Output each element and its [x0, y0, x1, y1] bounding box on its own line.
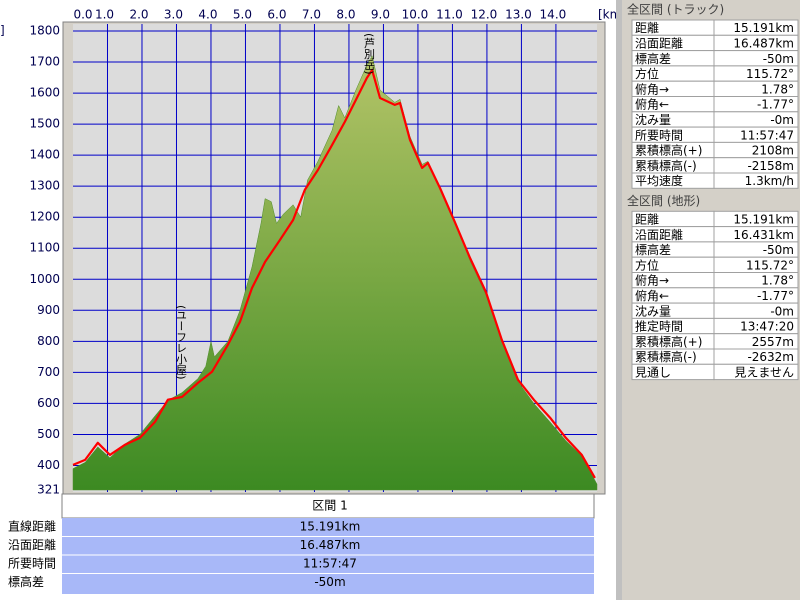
y-tick-label: 500 [37, 427, 60, 441]
x-tick-label: 12.0 [471, 8, 498, 22]
y-tick-label: 321 [37, 483, 60, 497]
x-tick-label: 2.0 [129, 8, 148, 22]
panel-value: 16.431km [733, 228, 794, 242]
panel-label: 沿面距離 [635, 36, 683, 50]
y-tick-label: 1700 [29, 55, 60, 69]
y-tick-label: 700 [37, 365, 60, 379]
row-value: -50m [314, 575, 345, 589]
x-tick-label: 8.0 [336, 8, 355, 22]
panel-label: 沈み量 [635, 303, 671, 318]
row-value: 16.487km [300, 538, 361, 552]
panel-value: -1.77° [757, 289, 794, 303]
panel-title: 全区間 (地形) [627, 193, 700, 208]
x-tick-label: 1.0 [95, 8, 114, 22]
x-tick-label: 13.0 [505, 8, 532, 22]
annotation: (芦別岳) [363, 33, 376, 75]
y-tick-label: 1600 [29, 86, 60, 100]
panel-label: 方位 [635, 257, 659, 272]
panel-label: 推定時間 [635, 319, 683, 334]
panel-label: 平均速度 [635, 173, 683, 188]
panel-value: 1.3km/h [745, 174, 794, 188]
panel-label: 所要時間 [635, 128, 683, 142]
x-tick-label: 0.0 [73, 8, 92, 22]
y-tick-label: 1200 [29, 210, 60, 224]
panel-label: 累積標高(-) [635, 158, 697, 173]
row-label: 直線距離 [8, 519, 56, 534]
x-tick-label: 5.0 [233, 8, 252, 22]
panel-value: 1.78° [761, 82, 794, 96]
cell [713, 172, 799, 189]
panel-label: 俯角← [635, 288, 669, 303]
row-label: 標高差 [8, 574, 44, 589]
y-tick-label: 400 [37, 458, 60, 472]
x-tick-label: 3.0 [164, 8, 183, 22]
table-body-bg [62, 518, 594, 594]
panel-label: 標高差 [635, 242, 671, 257]
y-tick-label: 600 [37, 396, 60, 410]
x-tick-label: 4.0 [198, 8, 217, 22]
table-header[interactable]: 区間 1 [312, 499, 347, 513]
panel-label: 距離 [635, 21, 659, 35]
x-tick-label: 6.0 [267, 8, 286, 22]
panel-label: 見通し [635, 365, 671, 379]
panel-value: -1.77° [757, 98, 794, 112]
panel-value: 16.487km [733, 36, 794, 50]
row-label: 所要時間 [8, 557, 56, 571]
summary-panels: 全区間 (トラック) 距離 15.191km 沿面距離 16.487km 標高差 -50m 方… [627, 2, 799, 381]
panel-label: 累積標高(-) [635, 349, 697, 364]
y-tick-label: 1800 [29, 24, 60, 38]
panel-value: -50m [763, 52, 794, 66]
panel-label: 標高差 [635, 51, 671, 66]
clipped-label: ] [0, 24, 5, 38]
panel-value: 11:57:47 [740, 128, 794, 142]
y-tick-label: 1400 [29, 148, 60, 162]
x-tick-label: 14.0 [540, 8, 567, 22]
table-header-bg [61, 493, 595, 519]
panel-value: 1.78° [761, 274, 794, 288]
panel-value: 115.72° [746, 67, 794, 81]
panel-label: 俯角← [635, 97, 669, 112]
panel-value: -2632m [747, 350, 794, 364]
panel-label: 俯角→ [635, 273, 669, 288]
y-tick-label: 1300 [29, 179, 60, 193]
panel-value: -0m [770, 113, 794, 127]
splitter[interactable] [616, 0, 622, 600]
panel-label: 累積標高(+) [635, 334, 702, 349]
panel-label: 距離 [635, 212, 659, 226]
row-label: 沿面距離 [8, 538, 56, 552]
panel-value: 見えません [734, 365, 794, 379]
x-tick-label: 10.0 [402, 8, 429, 22]
row-value: 15.191km [300, 520, 361, 534]
panel-value: 2557m [752, 335, 794, 349]
cell [713, 363, 799, 381]
x-tick-label: 7.0 [302, 8, 321, 22]
panel-value: 115.72° [746, 258, 794, 272]
y-tick-label: 1000 [29, 272, 60, 286]
y-tick-label: 800 [37, 334, 60, 348]
y-tick-label: 900 [37, 303, 60, 317]
panel-label: 沿面距離 [635, 228, 683, 242]
panel-label: 方位 [635, 66, 659, 81]
panel-label: 俯角→ [635, 81, 669, 96]
panel-value: -0m [770, 304, 794, 318]
marks [72, 55, 598, 491]
section-table: 区間 1 直線距離 15.191km 沿面距離 16.487km 所要時間 11:57:47… [8, 493, 595, 594]
panel-value: 15.191km [733, 21, 794, 35]
panel-value: 15.191km [733, 212, 794, 226]
x-tick-label: 11.0 [436, 8, 463, 22]
x-tick-label: 9.0 [371, 8, 390, 22]
panel-value: 13:47:20 [740, 320, 794, 334]
y-tick-label: 1100 [29, 241, 60, 255]
panel-title: 全区間 (トラック) [627, 2, 724, 17]
panel-value: 2108m [752, 144, 794, 158]
y-tick-label: 1500 [29, 117, 60, 131]
panel-label: 累積標高(+) [635, 143, 702, 158]
panel-value: -2158m [747, 159, 794, 173]
track-line [72, 69, 596, 479]
panel-label: 沈み量 [635, 112, 671, 127]
annotation: (ユーフレ小屋) [175, 305, 188, 380]
row-value: 11:57:47 [303, 557, 357, 571]
panel-value: -50m [763, 243, 794, 257]
